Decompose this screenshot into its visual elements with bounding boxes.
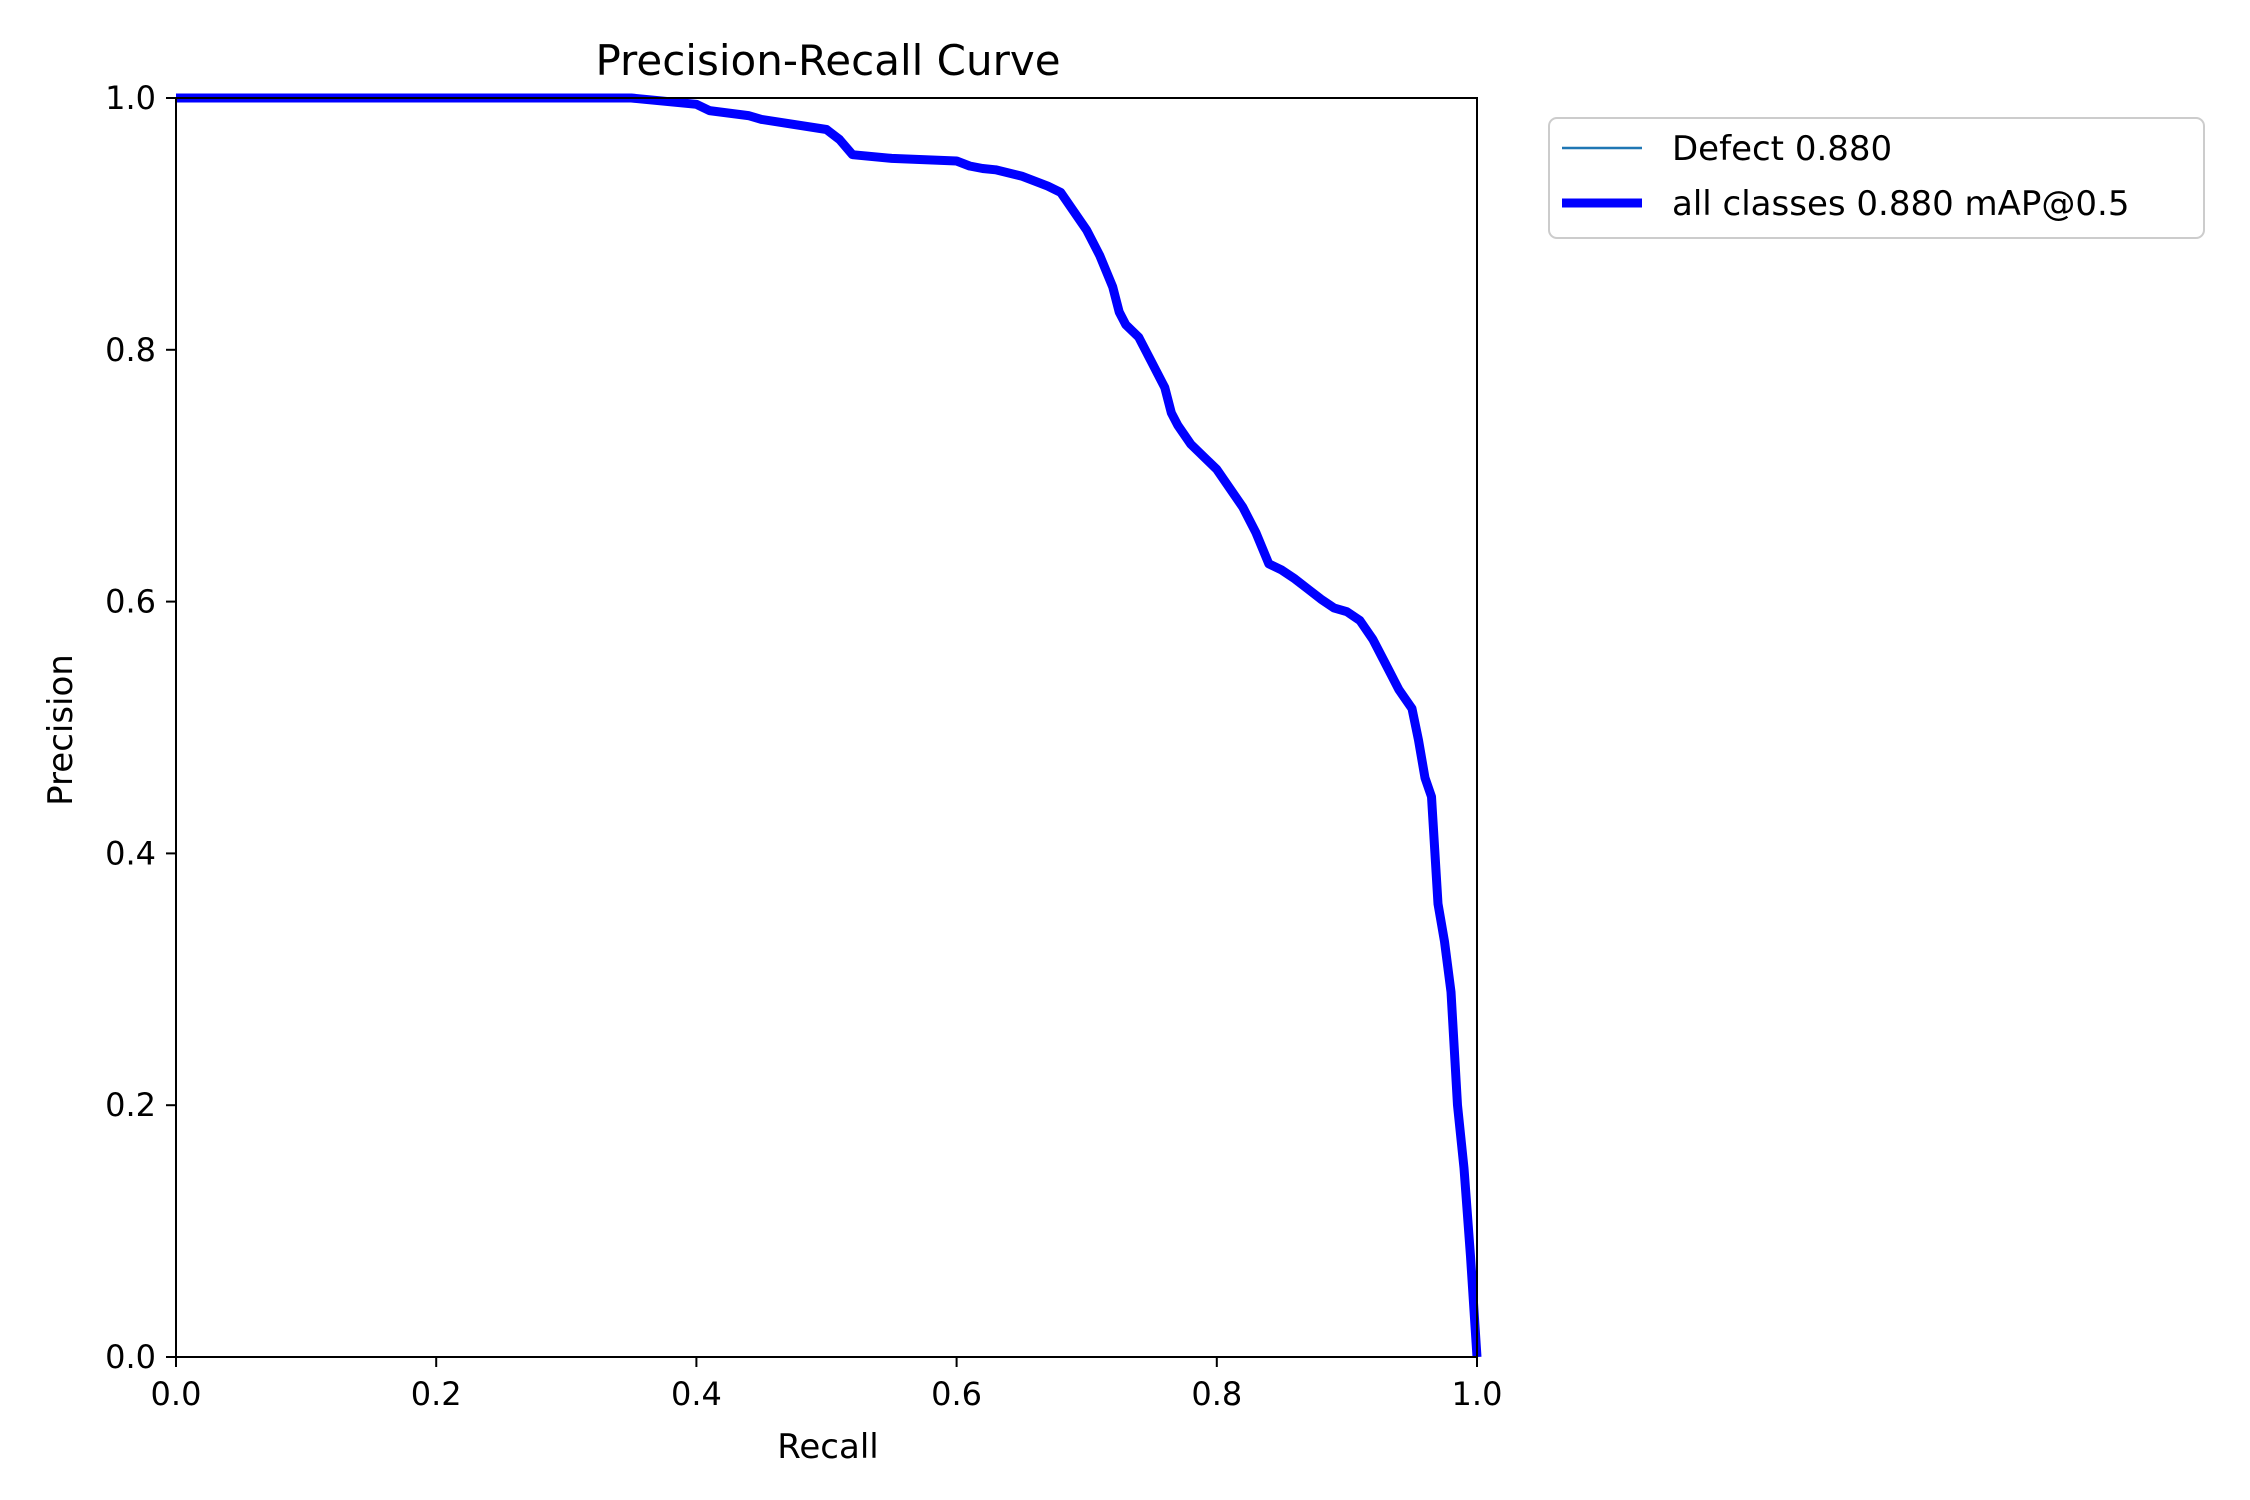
legend-label-2: all classes 0.880 mAP@0.5 [1672,184,2129,224]
y-axis-title: Precision [41,654,81,806]
y-tick-label: 0.6 [105,583,156,621]
x-axis-ticks: 0.0 0.2 0.4 0.6 0.8 1.0 [151,1357,1503,1413]
series-line-1 [176,96,1479,1358]
x-tick-label: 0.0 [151,1375,202,1413]
y-tick-label: 1.0 [105,79,156,117]
plot-frame [175,97,1478,1358]
series-layer [176,93,1482,1358]
x-tick-label: 1.0 [1452,1375,1503,1413]
y-tick-label: 0.4 [105,834,156,872]
x-tick-label: 0.4 [671,1375,722,1413]
y-tick-label: 0.8 [105,331,156,369]
x-tick-label: 0.6 [931,1375,982,1413]
x-tick-label: 0.2 [411,1375,462,1413]
x-tick-label: 0.8 [1191,1375,1242,1413]
legend-box [1548,117,2205,239]
chart-title: Precision-Recall Curve [595,36,1060,85]
legend: Defect 0.880 all classes 0.880 mAP@0.5 [1548,117,2205,239]
series-line-2 [176,93,1482,1358]
y-tick-label: 0.2 [105,1086,156,1124]
y-tick-label: 0.0 [105,1338,156,1376]
y-axis-ticks: 0.0 0.2 0.4 0.6 0.8 1.0 [105,79,176,1376]
x-axis-title: Recall [777,1427,878,1467]
legend-label-1: Defect 0.880 [1672,129,1892,169]
